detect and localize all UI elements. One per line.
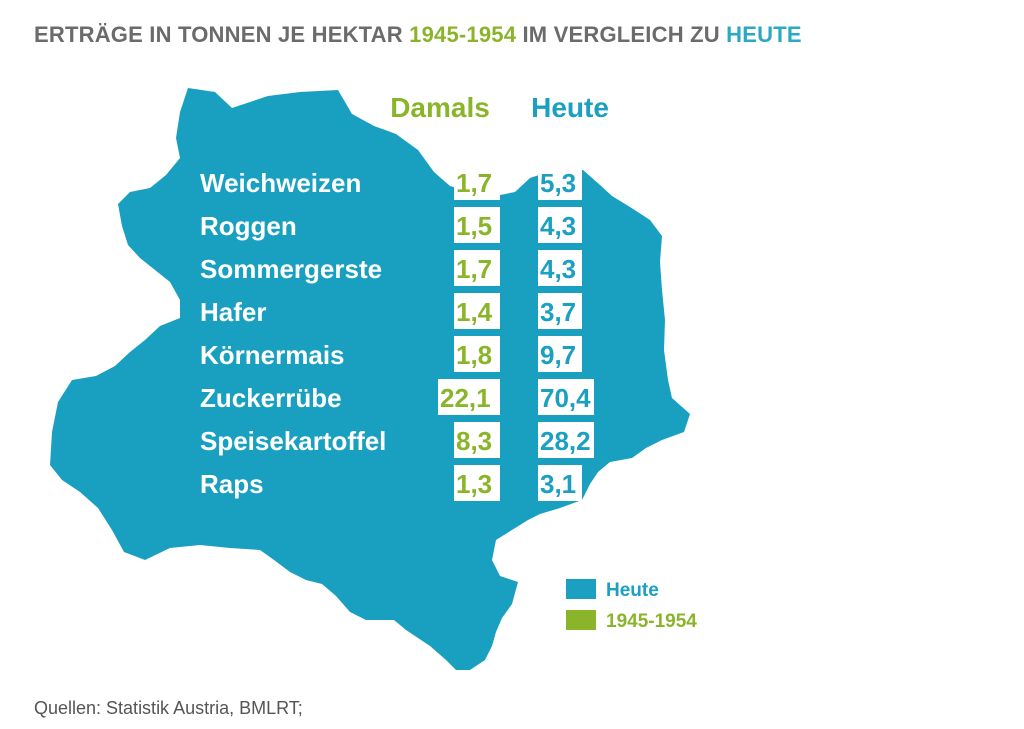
heute-value-box xyxy=(538,250,582,286)
damals-value: 1,7 xyxy=(456,168,492,198)
damals-value: 1,7 xyxy=(456,254,492,284)
row-label: Körnermais xyxy=(200,340,345,370)
heute-value-box xyxy=(538,293,582,329)
damals-value-box xyxy=(454,293,500,329)
heute-value-box xyxy=(538,164,582,200)
legend-swatch-damals xyxy=(566,610,596,630)
damals-value: 1,3 xyxy=(456,469,492,499)
legend-swatch-heute xyxy=(566,579,596,599)
damals-value-box xyxy=(454,336,500,372)
damals-value-box xyxy=(454,207,500,243)
damals-value-box xyxy=(438,379,500,415)
heute-value: 5,3 xyxy=(540,168,576,198)
heute-value-box xyxy=(538,207,582,243)
heute-value: 3,1 xyxy=(540,469,576,499)
title-part-3: IM VERGLEICH ZU xyxy=(516,22,727,47)
damals-value: 8,3 xyxy=(456,426,492,456)
legend-label-damals: 1945-1954 xyxy=(606,611,697,632)
row-label: Sommergerste xyxy=(200,254,382,284)
column-header-heute: Heute xyxy=(531,92,609,123)
column-header-damals: Damals xyxy=(390,92,490,123)
damals-value-box xyxy=(454,250,500,286)
heute-value: 4,3 xyxy=(540,211,576,241)
heute-value-box xyxy=(538,422,594,458)
damals-value-box xyxy=(454,465,500,501)
legend: Heute 1945-1954 xyxy=(566,579,697,632)
damals-value: 1,8 xyxy=(456,340,492,370)
heute-value: 3,7 xyxy=(540,297,576,327)
heute-value: 70,4 xyxy=(540,383,591,413)
heute-value-box xyxy=(538,379,594,415)
source-note: Quellen: Statistik Austria, BMLRT; xyxy=(34,698,303,718)
title-period: 1945-1954 xyxy=(409,22,517,47)
row-label: Weichweizen xyxy=(200,168,361,198)
damals-value: 1,5 xyxy=(456,211,492,241)
row-label: Hafer xyxy=(200,297,266,327)
heute-value: 9,7 xyxy=(540,340,576,370)
damals-value: 22,1 xyxy=(440,383,491,413)
map-shape xyxy=(50,88,690,670)
row-label: Zuckerrübe xyxy=(200,383,342,413)
damals-value: 1,4 xyxy=(456,297,493,327)
legend-label-heute: Heute xyxy=(606,580,659,601)
row-label: Roggen xyxy=(200,211,297,241)
chart-title: ERTRÄGE IN TONNEN JE HEKTAR 1945-1954 IM… xyxy=(34,22,802,48)
damals-value-box xyxy=(454,422,500,458)
row-label: Speisekartoffel xyxy=(200,426,386,456)
data-rows: Weichweizen 1,7 5,3 Roggen 1,5 4,3 Sommergerst… xyxy=(200,164,594,501)
heute-value-box xyxy=(538,465,582,501)
heute-value: 28,2 xyxy=(540,426,591,456)
heute-value: 4,3 xyxy=(540,254,576,284)
title-heute: HEUTE xyxy=(726,22,802,47)
title-part-1: ERTRÄGE IN TONNEN JE HEKTAR xyxy=(34,22,410,47)
heute-value-box xyxy=(538,336,582,372)
damals-value-box xyxy=(454,164,500,200)
row-label: Raps xyxy=(200,469,264,499)
